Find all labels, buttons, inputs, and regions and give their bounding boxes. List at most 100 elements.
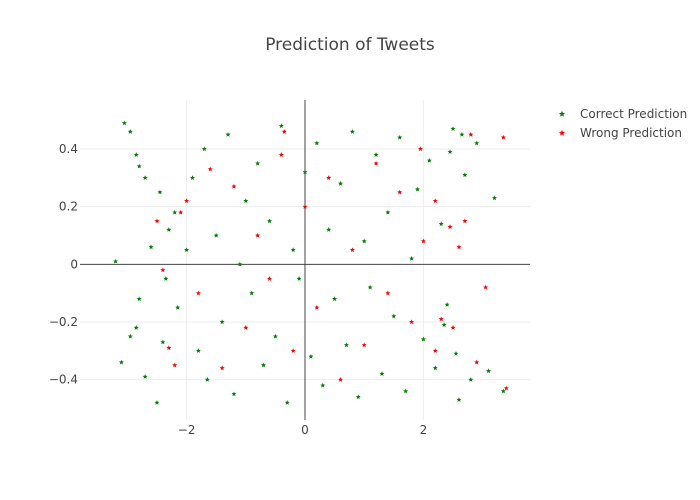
correct-prediction-point (492, 195, 497, 201)
wrong-prediction-point (290, 348, 296, 353)
correct-prediction-point (403, 388, 409, 394)
wrong-prediction-point (184, 198, 190, 203)
correct-prediction-point (136, 163, 142, 169)
wrong-prediction-point (154, 218, 160, 224)
correct-prediction-point (468, 377, 474, 382)
correct-prediction-point (338, 181, 343, 186)
axes (80, 100, 530, 420)
wrong-prediction-point (326, 175, 332, 180)
x-tick-label: 0 (301, 423, 309, 437)
wrong-prediction-point (447, 224, 453, 229)
correct-prediction-point (121, 120, 127, 126)
correct-prediction-point (219, 319, 225, 325)
wrong-prediction-point (278, 152, 284, 157)
correct-prediction-point (284, 400, 290, 405)
wrong-prediction-point (438, 316, 444, 322)
wrong-prediction-point (160, 267, 166, 273)
correct-prediction-point (136, 296, 142, 302)
correct-prediction-point (332, 296, 338, 302)
correct-prediction-point (166, 227, 172, 232)
correct-prediction-point (118, 359, 124, 365)
correct-prediction-point (184, 247, 190, 253)
correct-prediction-point (453, 351, 459, 356)
wrong-prediction-point (243, 325, 249, 330)
wrong-prediction-point (166, 345, 172, 351)
wrong-prediction-point (361, 342, 367, 348)
wrong-prediction-point (417, 146, 423, 152)
correct-prediction-point (486, 368, 492, 374)
y-tick-label: 0.2 (59, 200, 78, 214)
legend-marker-icon (558, 110, 566, 117)
correct-prediction-point (314, 140, 320, 146)
correct-prediction-point (113, 258, 118, 264)
correct-prediction-point (444, 302, 450, 307)
correct-prediction-point (367, 284, 373, 290)
y-tick-label: 0.4 (59, 142, 78, 156)
wrong-prediction-point (385, 290, 391, 296)
wrong-prediction-point (302, 204, 308, 209)
correct-prediction-point (133, 325, 139, 330)
legend[interactable]: Correct Prediction Wrong Prediction (558, 107, 687, 140)
wrong-prediction-point (420, 238, 426, 244)
wrong-prediction-point (207, 166, 213, 172)
data-points (113, 120, 509, 405)
correct-prediction-point (290, 247, 296, 253)
y-tick-label: −0.2 (49, 315, 78, 329)
correct-prediction-point (213, 232, 219, 238)
legend-marker-icon (558, 129, 566, 136)
wrong-prediction-point (468, 131, 474, 137)
correct-prediction-point (308, 353, 314, 359)
correct-prediction-point (204, 377, 210, 382)
correct-prediction-point (474, 140, 480, 146)
wrong-prediction-point (432, 198, 438, 203)
wrong-prediction-point (178, 209, 184, 215)
wrong-prediction-point (314, 304, 320, 310)
correct-prediction-point (320, 382, 326, 388)
correct-prediction-point (249, 290, 255, 296)
correct-prediction-point (361, 238, 367, 244)
correct-prediction-point (231, 391, 237, 397)
correct-prediction-point (237, 261, 243, 267)
correct-prediction-point (349, 129, 355, 134)
correct-prediction-point (201, 146, 207, 152)
correct-prediction-point (397, 134, 403, 140)
correct-prediction-point (142, 374, 148, 379)
correct-prediction-point (447, 149, 453, 154)
correct-prediction-point (326, 227, 332, 232)
wrong-prediction-point (474, 359, 480, 365)
tick-labels: −0.4 −0.2 0 0.2 0.4 −2 0 2 (49, 142, 427, 437)
legend-label: Correct Prediction (580, 107, 687, 121)
legend-item[interactable]: Wrong Prediction (558, 126, 682, 140)
wrong-prediction-point (503, 385, 509, 391)
wrong-prediction-point (255, 232, 261, 238)
chart-title: Prediction of Tweets (265, 35, 435, 55)
correct-prediction-point (296, 276, 302, 281)
correct-prediction-point (261, 362, 267, 368)
wrong-prediction-point (409, 319, 415, 325)
correct-prediction-point (456, 397, 462, 402)
correct-prediction-point (225, 131, 231, 137)
wrong-prediction-point (281, 129, 287, 134)
wrong-prediction-point (172, 362, 178, 368)
correct-prediction-point (441, 322, 447, 327)
correct-prediction-point (272, 333, 278, 339)
x-tick-label: −2 (178, 423, 196, 437)
correct-prediction-point (190, 175, 195, 180)
correct-prediction-point (142, 175, 148, 180)
wrong-prediction-point (349, 247, 355, 253)
correct-prediction-point (154, 400, 160, 405)
correct-prediction-point (426, 157, 432, 163)
correct-prediction-point (438, 221, 444, 227)
correct-prediction-point (157, 189, 163, 195)
wrong-prediction-point (373, 160, 379, 166)
correct-prediction-point (355, 394, 361, 400)
correct-prediction-point (163, 276, 169, 281)
correct-prediction-point (462, 172, 468, 178)
correct-prediction-point (267, 218, 272, 224)
correct-prediction-point (409, 255, 415, 261)
correct-prediction-point (127, 333, 133, 339)
wrong-prediction-point (456, 244, 462, 250)
legend-item[interactable]: Correct Prediction (558, 107, 687, 121)
correct-prediction-point (243, 198, 249, 203)
correct-prediction-point (127, 129, 133, 134)
